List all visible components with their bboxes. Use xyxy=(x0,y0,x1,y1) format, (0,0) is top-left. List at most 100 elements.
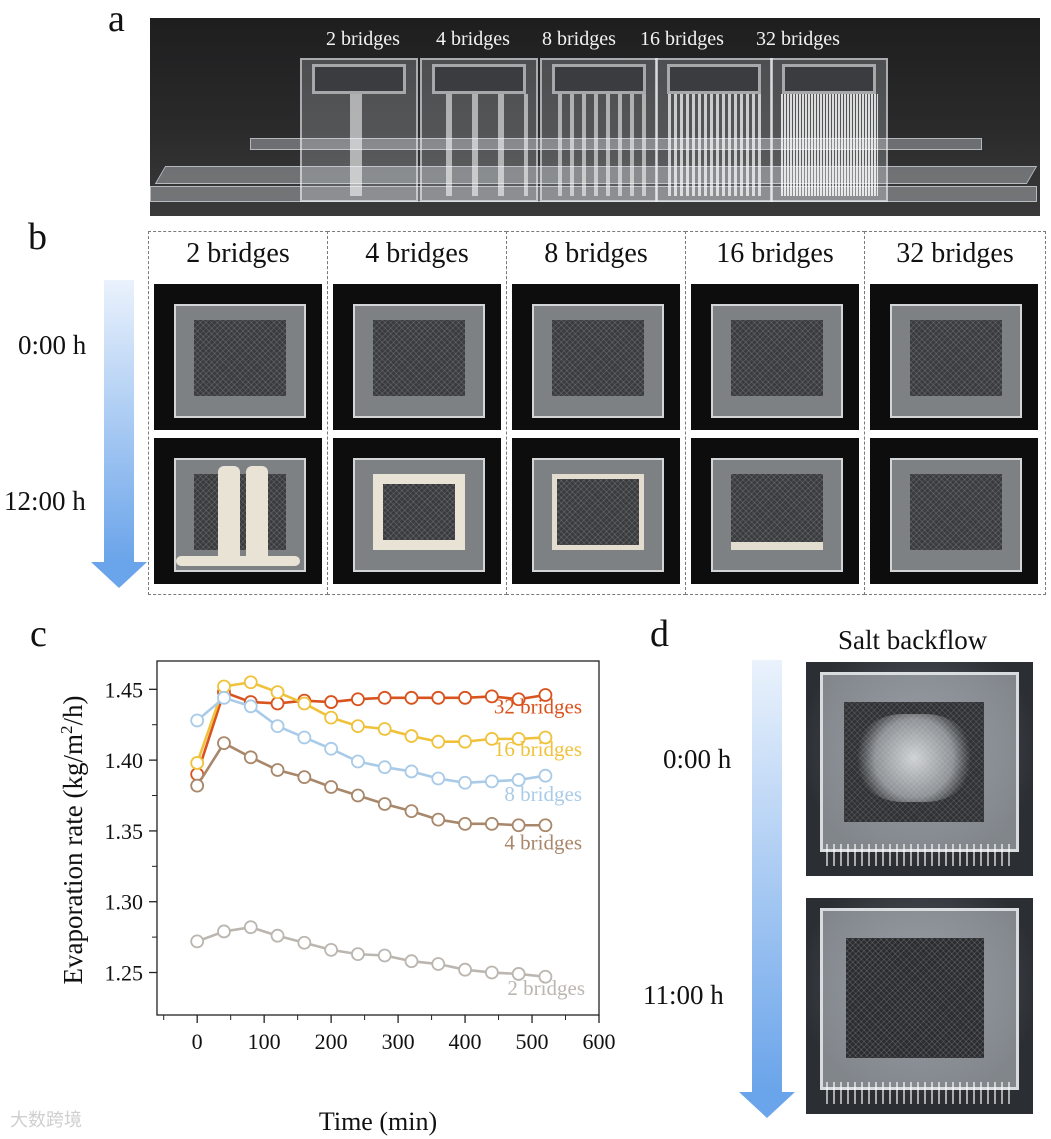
panel-c-letter: c xyxy=(30,613,47,655)
data-point xyxy=(217,690,231,705)
data-point xyxy=(297,730,312,745)
data-point xyxy=(538,768,553,783)
photo-label-4-bridges: 4 bridges xyxy=(436,28,510,50)
data-point xyxy=(297,935,312,950)
backflow-row-label-11h: 11:00 h xyxy=(643,980,724,1010)
condition-column-2: 2 bridges xyxy=(148,231,328,595)
condition-column-16: 16 bridges xyxy=(685,231,865,595)
data-point xyxy=(511,773,526,787)
data-point xyxy=(377,948,392,963)
data-point xyxy=(511,692,526,707)
y-tick-label: 1.40 xyxy=(105,748,144,773)
y-axis-title: Evaporation rate (kg/m2/h) xyxy=(57,696,88,985)
data-point xyxy=(458,816,472,831)
data-point xyxy=(351,788,365,803)
row-label-12h: 12:00 h xyxy=(4,486,86,516)
data-point xyxy=(538,818,553,833)
photo-2-bridges-0h xyxy=(154,284,322,430)
column-header: 32 bridges xyxy=(896,238,1014,269)
data-point xyxy=(324,780,339,794)
data-point xyxy=(404,729,419,743)
data-point xyxy=(324,710,339,725)
x-tick-label: 100 xyxy=(248,1029,281,1054)
data-point xyxy=(511,967,526,981)
backflow-photo-11h xyxy=(806,898,1033,1114)
plot-frame xyxy=(156,660,600,1016)
data-point xyxy=(190,713,205,728)
data-point xyxy=(377,722,392,736)
y-tick-label: 1.35 xyxy=(105,819,144,844)
bridge-box-2 xyxy=(300,58,418,202)
data-point xyxy=(404,804,419,818)
photo-32-bridges-12h xyxy=(870,438,1038,584)
data-point xyxy=(538,969,553,984)
backflow-row-label-0h: 0:00 h xyxy=(663,744,732,774)
column-header: 16 bridges xyxy=(716,238,834,269)
x-tick-label: 0 xyxy=(192,1029,203,1054)
condition-column-32: 32 bridges xyxy=(864,231,1046,595)
panel-a-photo: 2 bridges 4 bridges 8 bridges 16 bridges… xyxy=(150,18,1040,216)
photo-label-16-bridges: 16 bridges xyxy=(640,28,724,50)
data-point xyxy=(377,760,392,775)
data-point xyxy=(243,699,258,714)
photo-16-bridges-0h xyxy=(691,284,859,430)
data-point xyxy=(404,954,419,969)
condition-column-4: 4 bridges xyxy=(327,231,507,595)
series-label: 32 bridges xyxy=(494,694,582,718)
watermark: 大数跨境 xyxy=(10,1110,82,1131)
panel-d-letter: d xyxy=(650,613,669,655)
data-point xyxy=(324,695,339,709)
photo-4-bridges-12h xyxy=(333,438,501,584)
evaporation-rate-chart: 0 100 200 300 400 500 6001.251.301.351.401.45 … xyxy=(57,660,616,1136)
data-point xyxy=(431,734,446,749)
x-tick-label: 500 xyxy=(516,1029,549,1054)
y-tick-label: 1.45 xyxy=(105,677,144,702)
salt-backflow-title: Salt backflow xyxy=(838,625,988,655)
data-point xyxy=(270,696,285,711)
column-header: 8 bridges xyxy=(544,238,648,269)
data-point xyxy=(431,812,446,827)
y-tick-label: 1.30 xyxy=(105,890,144,915)
panel-b-letter: b xyxy=(28,216,47,258)
data-point xyxy=(217,679,231,694)
data-point xyxy=(484,774,499,789)
data-point xyxy=(351,947,365,962)
x-tick-label: 400 xyxy=(449,1029,482,1054)
data-point xyxy=(431,957,446,971)
series-label: 4 bridges xyxy=(504,830,582,854)
data-point xyxy=(458,690,472,705)
x-tick-label: 200 xyxy=(315,1029,348,1054)
data-point xyxy=(243,920,258,935)
data-point xyxy=(404,764,419,779)
data-point xyxy=(351,719,365,734)
bridge-box-32 xyxy=(770,58,888,202)
photo-8-bridges-12h xyxy=(512,438,680,584)
data-point xyxy=(511,818,526,833)
data-point xyxy=(270,685,285,700)
data-point xyxy=(190,756,205,770)
series-label: 16 bridges xyxy=(494,737,582,761)
photo-32-bridges-0h xyxy=(870,284,1038,430)
bridge-box-8 xyxy=(540,58,658,202)
data-point xyxy=(190,778,205,793)
data-point xyxy=(484,965,499,980)
x-tick-label: 600 xyxy=(583,1029,616,1054)
series-label: 8 bridges xyxy=(504,782,582,806)
backflow-photo-0h xyxy=(806,662,1033,876)
data-point xyxy=(458,962,472,977)
column-header: 4 bridges xyxy=(365,238,469,269)
data-point xyxy=(243,750,258,765)
condition-column-8: 8 bridges xyxy=(506,231,686,595)
data-point xyxy=(270,763,285,777)
photo-16-bridges-12h xyxy=(691,438,859,584)
data-point xyxy=(324,741,339,756)
panel-a-letter: a xyxy=(108,0,125,40)
data-point xyxy=(297,770,312,785)
photo-8-bridges-0h xyxy=(512,284,680,430)
data-point xyxy=(538,730,553,745)
photo-4-bridges-0h xyxy=(333,284,501,430)
data-point xyxy=(217,736,231,751)
data-point xyxy=(377,797,392,811)
time-arrow-d xyxy=(739,660,795,1118)
photo-2-bridges-12h xyxy=(154,438,322,584)
